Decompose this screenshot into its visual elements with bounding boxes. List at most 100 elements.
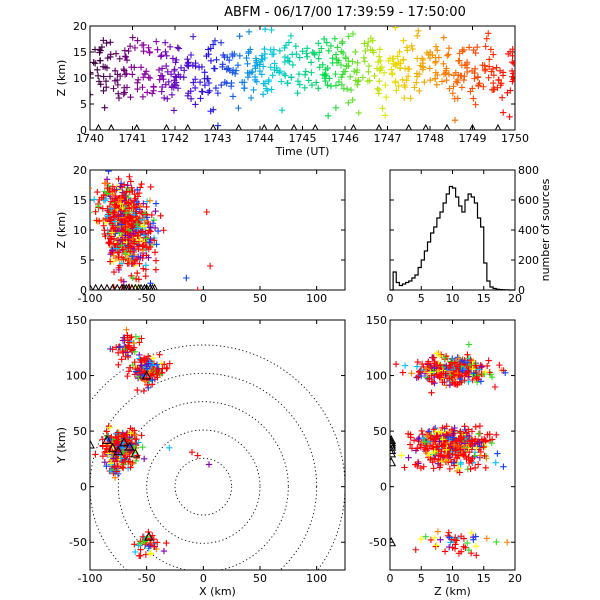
- source-point: [108, 205, 115, 213]
- source-point: [323, 39, 330, 46]
- source-point: [445, 51, 452, 58]
- plan-view-xtick-label: -50: [138, 572, 156, 585]
- station-marker: [90, 439, 95, 449]
- source-point: [129, 459, 136, 466]
- source-point: [163, 365, 170, 372]
- source-point: [104, 212, 111, 220]
- source-point: [457, 428, 464, 435]
- source-point: [485, 63, 493, 70]
- source-point: [476, 422, 484, 430]
- source-point: [449, 379, 456, 386]
- source-point: [125, 339, 133, 346]
- source-point: [106, 258, 114, 265]
- source-point: [399, 56, 407, 63]
- altitude-time-xtick-label: 1740: [76, 132, 104, 145]
- source-point: [91, 60, 99, 67]
- source-point: [423, 432, 430, 439]
- source-point: [109, 346, 116, 353]
- source-point: [150, 83, 157, 91]
- source-point: [483, 35, 490, 42]
- source-point: [184, 55, 191, 63]
- source-point: [149, 220, 157, 227]
- source-point: [134, 243, 142, 250]
- source-point: [153, 38, 160, 45]
- source-point: [268, 86, 275, 93]
- source-point: [111, 187, 118, 194]
- source-point: [392, 79, 399, 86]
- source-point: [103, 39, 110, 47]
- source-point: [203, 208, 210, 216]
- source-point: [455, 355, 462, 362]
- source-point: [235, 104, 242, 112]
- source-point: [209, 41, 217, 48]
- source-point: [135, 189, 143, 197]
- source-point: [144, 381, 151, 389]
- source-point: [354, 81, 361, 88]
- source-point: [395, 58, 402, 66]
- source-point: [114, 81, 122, 89]
- source-point: [395, 82, 402, 90]
- source-point: [119, 337, 127, 344]
- source-point: [456, 469, 463, 476]
- figure-title: ABFM - 06/17/00 17:39:59 - 17:50:00: [224, 5, 466, 20]
- altitude-x-ytick-label: 20: [73, 164, 87, 177]
- station-marker: [119, 437, 129, 447]
- source-point: [345, 99, 352, 107]
- altitude-time-xtick-label: 1742: [161, 132, 189, 145]
- source-point: [111, 201, 119, 208]
- source-point: [403, 44, 411, 51]
- source-point: [116, 343, 124, 351]
- source-point: [92, 208, 99, 215]
- source-point: [112, 192, 119, 200]
- source-point: [338, 81, 346, 88]
- source-point: [284, 57, 292, 64]
- source-point: [451, 545, 459, 552]
- source-point: [430, 435, 437, 443]
- source-point: [286, 58, 293, 65]
- source-point: [259, 91, 267, 98]
- source-point: [100, 87, 107, 95]
- source-point: [104, 184, 111, 192]
- source-point: [469, 365, 476, 373]
- source-point: [116, 55, 123, 63]
- source-point: [129, 34, 136, 41]
- source-point: [160, 361, 168, 368]
- source-point: [281, 44, 288, 52]
- source-point: [494, 84, 501, 91]
- source-point: [413, 363, 421, 370]
- source-point: [489, 65, 497, 73]
- source-point: [496, 361, 503, 369]
- source-point: [154, 539, 161, 546]
- source-point: [438, 78, 446, 85]
- source-point: [129, 260, 137, 267]
- source-point: [415, 27, 422, 35]
- source-point: [114, 241, 121, 248]
- source-point: [393, 87, 400, 94]
- source-point: [101, 458, 108, 466]
- source-point: [152, 257, 160, 264]
- source-point: [455, 371, 463, 379]
- source-point: [352, 48, 359, 56]
- source-point: [205, 50, 212, 58]
- source-point: [125, 205, 133, 212]
- source-point: [90, 196, 98, 203]
- source-point: [123, 56, 131, 64]
- source-point: [95, 202, 102, 210]
- source-point: [136, 260, 143, 267]
- y-altitude-xtick-label: 0: [387, 572, 394, 585]
- source-point: [332, 70, 339, 78]
- source-point: [99, 453, 107, 460]
- source-point: [399, 369, 406, 376]
- station-marker: [135, 283, 143, 290]
- source-point: [102, 148, 108, 154]
- source-point: [120, 65, 127, 73]
- station-marker: [148, 283, 156, 290]
- source-point: [401, 94, 408, 102]
- source-point: [128, 333, 135, 341]
- plan-view-xtick-label: -100: [78, 572, 103, 585]
- source-point: [282, 42, 290, 49]
- source-point: [148, 211, 156, 219]
- source-point: [446, 465, 454, 473]
- range-ring: [90, 372, 318, 570]
- source-point: [109, 209, 117, 216]
